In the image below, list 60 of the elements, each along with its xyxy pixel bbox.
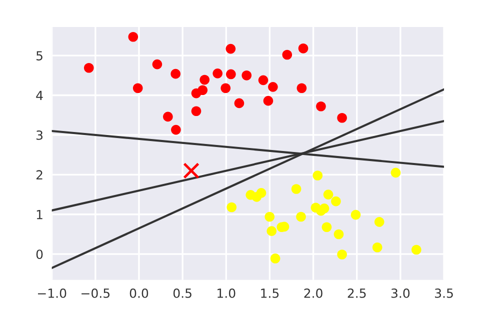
point <box>390 168 401 178</box>
point <box>226 202 237 212</box>
point <box>170 68 180 79</box>
point <box>323 190 334 200</box>
point <box>152 59 162 70</box>
point <box>226 44 236 54</box>
x-tick-label: 0.5 <box>173 288 192 298</box>
point <box>319 204 330 214</box>
y-tick-label: 3 <box>36 130 42 140</box>
point <box>163 112 173 122</box>
x-tick-label: −1.0 <box>38 288 66 298</box>
point <box>291 184 302 194</box>
point <box>296 212 306 222</box>
point <box>242 70 252 80</box>
point <box>226 69 236 80</box>
x-tick-label: 0.0 <box>130 288 148 298</box>
point <box>268 82 278 92</box>
point <box>264 212 275 222</box>
x-tick-label: 3.5 <box>435 288 453 298</box>
x-tick-label: 1.5 <box>261 288 279 298</box>
point <box>198 85 208 96</box>
y-tick-label: 2 <box>36 170 42 180</box>
point <box>256 188 266 198</box>
point <box>331 196 341 206</box>
x-tick-label: 3.0 <box>391 288 410 298</box>
point <box>337 112 347 123</box>
point <box>191 106 202 116</box>
point <box>128 32 138 42</box>
point <box>171 124 181 135</box>
y-tick-label: 1 <box>36 210 42 220</box>
x-tick-label: −0.5 <box>82 288 110 298</box>
point <box>220 83 231 94</box>
point <box>337 250 347 260</box>
x-tick-label: 2.0 <box>304 288 322 298</box>
point <box>234 98 244 108</box>
point <box>312 170 323 180</box>
point <box>263 96 274 106</box>
x-tick-label: 1.0 <box>218 288 236 298</box>
point <box>84 62 94 73</box>
point <box>258 75 268 86</box>
y-tick-label: 4 <box>36 90 43 100</box>
point <box>372 242 382 252</box>
point <box>334 229 344 240</box>
x-tick-label: 2.5 <box>348 288 366 298</box>
point <box>374 217 384 227</box>
point <box>270 254 280 264</box>
point <box>298 43 308 54</box>
point <box>183 162 200 179</box>
y-tick-label: 5 <box>36 51 42 60</box>
point <box>200 74 210 85</box>
point <box>266 226 277 236</box>
point <box>282 50 292 60</box>
point <box>296 83 307 94</box>
point <box>411 244 422 255</box>
point <box>322 222 332 232</box>
point <box>132 83 143 94</box>
point <box>316 101 326 112</box>
y-tick-label: 0 <box>36 250 43 260</box>
point <box>212 68 223 78</box>
point <box>350 210 361 220</box>
